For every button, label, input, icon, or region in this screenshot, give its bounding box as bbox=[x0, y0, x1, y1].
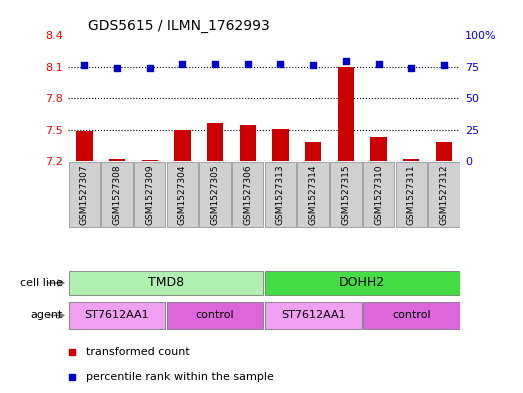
Point bbox=[113, 65, 121, 71]
Point bbox=[80, 62, 88, 68]
FancyBboxPatch shape bbox=[167, 302, 264, 329]
Point bbox=[342, 57, 350, 64]
Bar bbox=[109, 159, 125, 161]
Text: percentile rank within the sample: percentile rank within the sample bbox=[86, 372, 274, 382]
Point bbox=[276, 61, 285, 68]
FancyBboxPatch shape bbox=[265, 302, 361, 329]
Text: GSM1527310: GSM1527310 bbox=[374, 164, 383, 225]
FancyBboxPatch shape bbox=[69, 302, 165, 329]
Text: ST7612AA1: ST7612AA1 bbox=[281, 310, 346, 320]
FancyBboxPatch shape bbox=[363, 162, 394, 227]
FancyBboxPatch shape bbox=[265, 270, 460, 296]
Text: GSM1527306: GSM1527306 bbox=[243, 164, 252, 225]
FancyBboxPatch shape bbox=[395, 162, 427, 227]
Text: TMD8: TMD8 bbox=[148, 276, 184, 290]
Bar bbox=[403, 159, 419, 161]
Text: cell line: cell line bbox=[20, 278, 63, 288]
Point bbox=[145, 65, 154, 71]
Text: GSM1527305: GSM1527305 bbox=[211, 164, 220, 225]
FancyBboxPatch shape bbox=[69, 162, 100, 227]
Text: GSM1527307: GSM1527307 bbox=[80, 164, 89, 225]
FancyBboxPatch shape bbox=[330, 162, 361, 227]
Text: DOHH2: DOHH2 bbox=[339, 276, 385, 290]
Point bbox=[440, 62, 448, 68]
Point bbox=[178, 61, 187, 68]
Point bbox=[309, 62, 317, 68]
Text: control: control bbox=[196, 310, 234, 320]
FancyBboxPatch shape bbox=[363, 302, 460, 329]
Bar bbox=[207, 123, 223, 161]
Text: transformed count: transformed count bbox=[86, 347, 189, 357]
Text: GSM1527315: GSM1527315 bbox=[342, 164, 350, 225]
FancyBboxPatch shape bbox=[265, 162, 296, 227]
Text: control: control bbox=[392, 310, 430, 320]
FancyBboxPatch shape bbox=[101, 162, 133, 227]
Bar bbox=[272, 129, 289, 161]
Bar bbox=[240, 125, 256, 161]
Bar bbox=[305, 142, 321, 161]
Text: GSM1527312: GSM1527312 bbox=[439, 164, 448, 225]
Bar bbox=[338, 67, 354, 161]
Point bbox=[244, 61, 252, 68]
Text: GSM1527309: GSM1527309 bbox=[145, 164, 154, 225]
Text: GSM1527308: GSM1527308 bbox=[112, 164, 121, 225]
FancyBboxPatch shape bbox=[167, 162, 198, 227]
FancyBboxPatch shape bbox=[232, 162, 264, 227]
Bar bbox=[370, 137, 386, 161]
FancyBboxPatch shape bbox=[428, 162, 460, 227]
FancyBboxPatch shape bbox=[69, 270, 264, 296]
Point bbox=[211, 61, 219, 68]
FancyBboxPatch shape bbox=[298, 162, 329, 227]
Bar bbox=[436, 142, 452, 161]
Text: GSM1527311: GSM1527311 bbox=[407, 164, 416, 225]
Bar bbox=[174, 130, 190, 161]
Text: ST7612AA1: ST7612AA1 bbox=[85, 310, 150, 320]
Text: GDS5615 / ILMN_1762993: GDS5615 / ILMN_1762993 bbox=[88, 19, 269, 33]
Point bbox=[374, 61, 383, 68]
FancyBboxPatch shape bbox=[199, 162, 231, 227]
Text: GSM1527314: GSM1527314 bbox=[309, 164, 317, 225]
Text: GSM1527313: GSM1527313 bbox=[276, 164, 285, 225]
Text: agent: agent bbox=[30, 310, 63, 320]
Point bbox=[407, 65, 415, 71]
Bar bbox=[142, 160, 158, 161]
Text: GSM1527304: GSM1527304 bbox=[178, 164, 187, 225]
Bar bbox=[76, 131, 93, 161]
FancyBboxPatch shape bbox=[134, 162, 165, 227]
